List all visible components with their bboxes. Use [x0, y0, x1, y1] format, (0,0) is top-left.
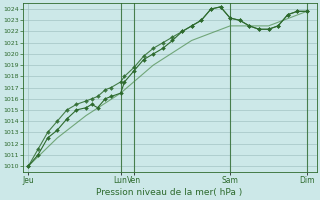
X-axis label: Pression niveau de la mer( hPa ): Pression niveau de la mer( hPa ) [97, 188, 243, 197]
